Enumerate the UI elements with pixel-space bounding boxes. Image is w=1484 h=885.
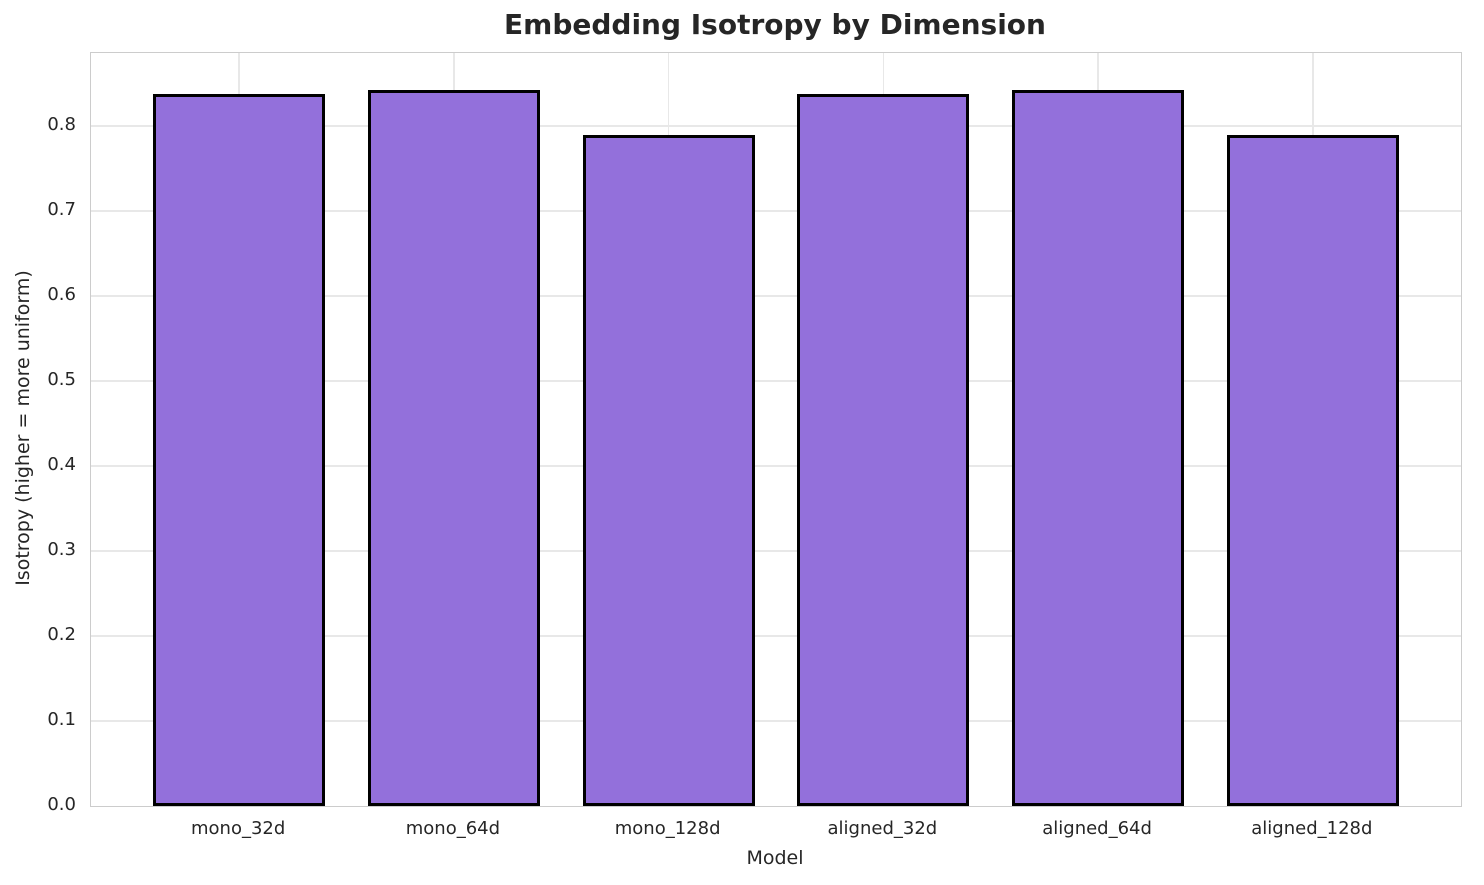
y-tick-label: 0.8 [47, 114, 76, 136]
h-gridline [91, 550, 1461, 552]
chart-title: Embedding Isotropy by Dimension [504, 8, 1046, 41]
h-gridline [91, 380, 1461, 382]
y-axis-label: Isotropy (higher = more uniform) [12, 270, 34, 586]
x-tick-label: aligned_64d [1042, 818, 1152, 839]
y-tick-label: 0.6 [47, 284, 76, 306]
h-gridline [91, 295, 1461, 297]
bar-mono_64d [368, 89, 540, 806]
x-tick-label: aligned_128d [1251, 818, 1373, 839]
y-tick-label: 0.0 [47, 794, 76, 815]
x-tick-label: mono_64d [405, 818, 501, 839]
x-tick-label: aligned_32d [827, 818, 938, 839]
x-tick-label: mono_128d [614, 818, 721, 839]
y-tick-label: 0.1 [47, 709, 76, 730]
bar-aligned_64d [1012, 89, 1184, 806]
h-gridline [91, 465, 1461, 467]
bar-mono_128d [582, 134, 755, 806]
bar-mono_32d [153, 93, 326, 806]
bar-aligned_32d [797, 93, 970, 806]
h-gridline [91, 125, 1461, 127]
bar-aligned_128d [1226, 134, 1399, 806]
plot-area [90, 52, 1462, 807]
h-gridline [91, 210, 1461, 212]
x-axis-label: Model [746, 847, 804, 869]
x-tick-label: mono_32d [191, 818, 286, 839]
h-gridline [91, 635, 1461, 637]
y-tick-label: 0.4 [47, 454, 76, 476]
y-tick-label: 0.5 [47, 369, 76, 391]
y-tick-label: 0.7 [47, 199, 76, 221]
y-tick-label: 0.3 [47, 539, 76, 561]
y-tick-label: 0.2 [47, 624, 76, 646]
h-gridline [91, 720, 1461, 722]
